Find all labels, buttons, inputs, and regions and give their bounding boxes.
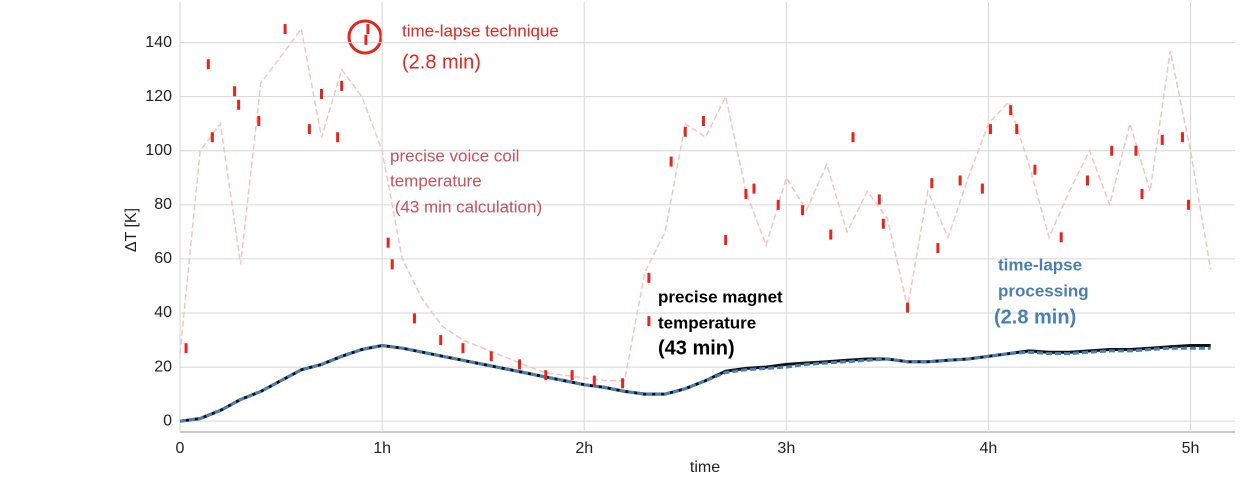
scatter-point <box>1059 232 1063 243</box>
scatter-point <box>319 88 323 99</box>
annotation: (2.8 min) <box>994 306 1076 328</box>
scatter-point <box>701 115 705 126</box>
scatter-point <box>877 194 881 205</box>
y-axis-label: ΔT [K] <box>123 208 140 252</box>
series-line <box>179 27 1212 382</box>
scatter-point <box>210 132 214 143</box>
y-tick-label: 60 <box>154 250 172 267</box>
scatter-point <box>489 351 493 362</box>
annotation: (43 min calculation) <box>390 197 542 216</box>
scatter-point <box>1015 124 1019 135</box>
y-tick-label: 40 <box>154 304 172 321</box>
scatter-point <box>390 259 394 270</box>
scatter-point <box>829 229 833 240</box>
x-tick-label: 1h <box>373 440 391 457</box>
annotation: time-lapse technique <box>402 21 559 40</box>
scatter-point <box>1134 145 1138 156</box>
scatter-point <box>283 24 287 35</box>
x-tick-label: 2h <box>575 440 593 457</box>
scatter-point <box>647 272 651 283</box>
scatter-point <box>683 126 687 137</box>
scatter-point <box>518 359 522 370</box>
scatter-point <box>776 199 780 210</box>
scatter-point <box>237 99 241 110</box>
annotation: time-lapse <box>998 255 1082 274</box>
scatter-point <box>724 234 728 245</box>
scatter-point <box>386 237 390 248</box>
scatter-point <box>988 124 992 135</box>
y-tick-label: 20 <box>154 358 172 375</box>
x-tick-label: 5h <box>1182 440 1200 457</box>
scatter-point <box>570 370 574 381</box>
y-tick-label: 100 <box>145 142 172 159</box>
scatter-point <box>1140 189 1144 200</box>
scatter-point <box>184 343 188 354</box>
annotation: temperature <box>390 171 482 190</box>
x-axis-label: time <box>690 459 720 476</box>
x-tick-label: 3h <box>777 440 795 457</box>
scatter-point <box>647 316 651 327</box>
scatter-point <box>257 115 261 126</box>
scatter-point <box>1085 175 1089 186</box>
x-tick-label: 4h <box>980 440 998 457</box>
scatter-point <box>461 343 465 354</box>
y-tick-label: 0 <box>163 412 172 429</box>
scatter-point <box>851 132 855 143</box>
scatter-point <box>621 378 625 389</box>
x-tick-label: 0 <box>176 440 185 457</box>
scatter-point <box>412 313 416 324</box>
scatter-point <box>1009 105 1013 116</box>
scatter-point <box>206 59 210 70</box>
scatter-point <box>1160 134 1164 145</box>
scatter-point <box>906 302 910 313</box>
scatter-point <box>752 183 756 194</box>
scatter-point <box>439 335 443 346</box>
scatter-point <box>1180 132 1184 143</box>
annotation: (43 min) <box>658 337 735 359</box>
highlight-circle <box>347 19 383 55</box>
annotation: precise magnet <box>658 287 783 306</box>
annotations: time-lapse technique (2.8 min) precise v… <box>390 21 1089 359</box>
scatter-point <box>980 183 984 194</box>
scatter-point <box>340 80 344 91</box>
scatter-point <box>1110 145 1114 156</box>
scatter-point <box>366 24 370 35</box>
series-line <box>179 343 1211 423</box>
scatter-point <box>800 205 804 216</box>
annotation: temperature <box>658 313 756 332</box>
scatter-point <box>744 189 748 200</box>
y-tick-label: 140 <box>145 34 172 51</box>
scatter-point <box>958 175 962 186</box>
y-tick-label: 80 <box>154 196 172 213</box>
scatter-point <box>544 370 548 381</box>
scatter-point <box>233 86 237 97</box>
scatter-point <box>1033 164 1037 175</box>
scatter-point <box>669 156 673 167</box>
scatter-point <box>336 132 340 143</box>
scatter-point <box>930 178 934 189</box>
y-tick-label: 120 <box>145 88 172 105</box>
scatter-point <box>881 218 885 229</box>
scatter-point <box>936 243 940 254</box>
scatter-point <box>1187 199 1191 210</box>
scatter-point <box>364 34 368 45</box>
scatter-point <box>592 375 596 386</box>
annotation: processing <box>998 281 1089 300</box>
annotation: (2.8 min) <box>402 51 481 73</box>
annotation: precise voice coil <box>390 146 519 165</box>
scatter-point <box>307 124 311 135</box>
